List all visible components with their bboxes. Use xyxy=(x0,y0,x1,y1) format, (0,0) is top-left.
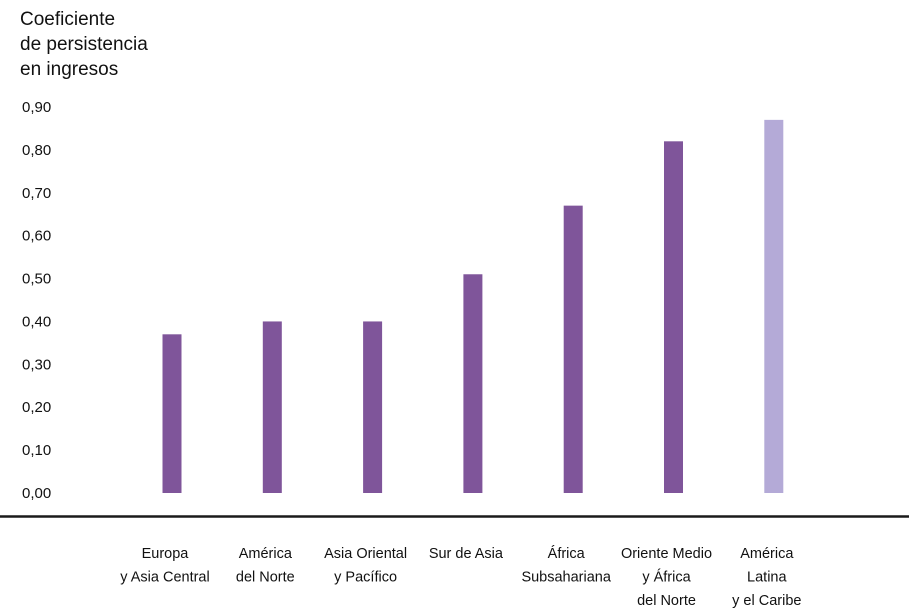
y-tick-label: 0,90 xyxy=(22,99,51,116)
x-axis-categories: Europa y Asia Central América del Norte Asia… xyxy=(120,545,801,609)
bar xyxy=(262,321,282,493)
category-label: del Norte xyxy=(637,593,696,609)
category-label: África xyxy=(548,545,586,562)
y-axis-ticks: 0,00 0,10 0,20 0,30 0,40 0,50 0,60 0,70 0,80 0,90 xyxy=(22,99,51,502)
y-tick-label: 0,00 xyxy=(22,485,51,502)
y-tick-label: 0,40 xyxy=(22,313,51,330)
bar xyxy=(463,274,483,493)
category-label: del Norte xyxy=(236,570,295,586)
category-label: Oriente Medio xyxy=(621,546,712,562)
category-label: y Pacífico xyxy=(334,570,397,586)
bar xyxy=(664,141,683,494)
category-label: Asia Oriental xyxy=(324,546,407,562)
y-axis-title-line: de persistencia xyxy=(20,34,148,55)
bar xyxy=(764,119,784,493)
bar xyxy=(162,334,182,493)
y-axis-title: Coeficiente de persistencia en ingresos xyxy=(20,9,148,80)
category-label: y África xyxy=(642,569,691,586)
category-label: Europa xyxy=(142,546,190,562)
bar xyxy=(363,321,383,493)
y-tick-label: 0,60 xyxy=(22,228,51,245)
bar xyxy=(563,205,583,493)
y-axis-title-line: Coeficiente xyxy=(20,9,115,30)
category-label: Latina xyxy=(747,570,787,586)
y-tick-label: 0,10 xyxy=(22,442,51,459)
y-tick-label: 0,50 xyxy=(22,271,51,288)
y-tick-label: 0,80 xyxy=(22,142,51,159)
y-tick-label: 0,70 xyxy=(22,185,51,202)
y-tick-label: 0,20 xyxy=(22,399,51,416)
category-label: y el Caribe xyxy=(732,593,801,609)
category-label: y Asia Central xyxy=(120,570,209,586)
category-label: América xyxy=(740,546,794,562)
category-label: Sur de Asia xyxy=(429,546,504,562)
category-label: Subsahariana xyxy=(521,570,611,586)
bars xyxy=(162,119,784,494)
category-label: América xyxy=(239,546,293,562)
y-tick-label: 0,30 xyxy=(22,356,51,373)
y-axis-title-line: en ingresos xyxy=(20,59,118,80)
